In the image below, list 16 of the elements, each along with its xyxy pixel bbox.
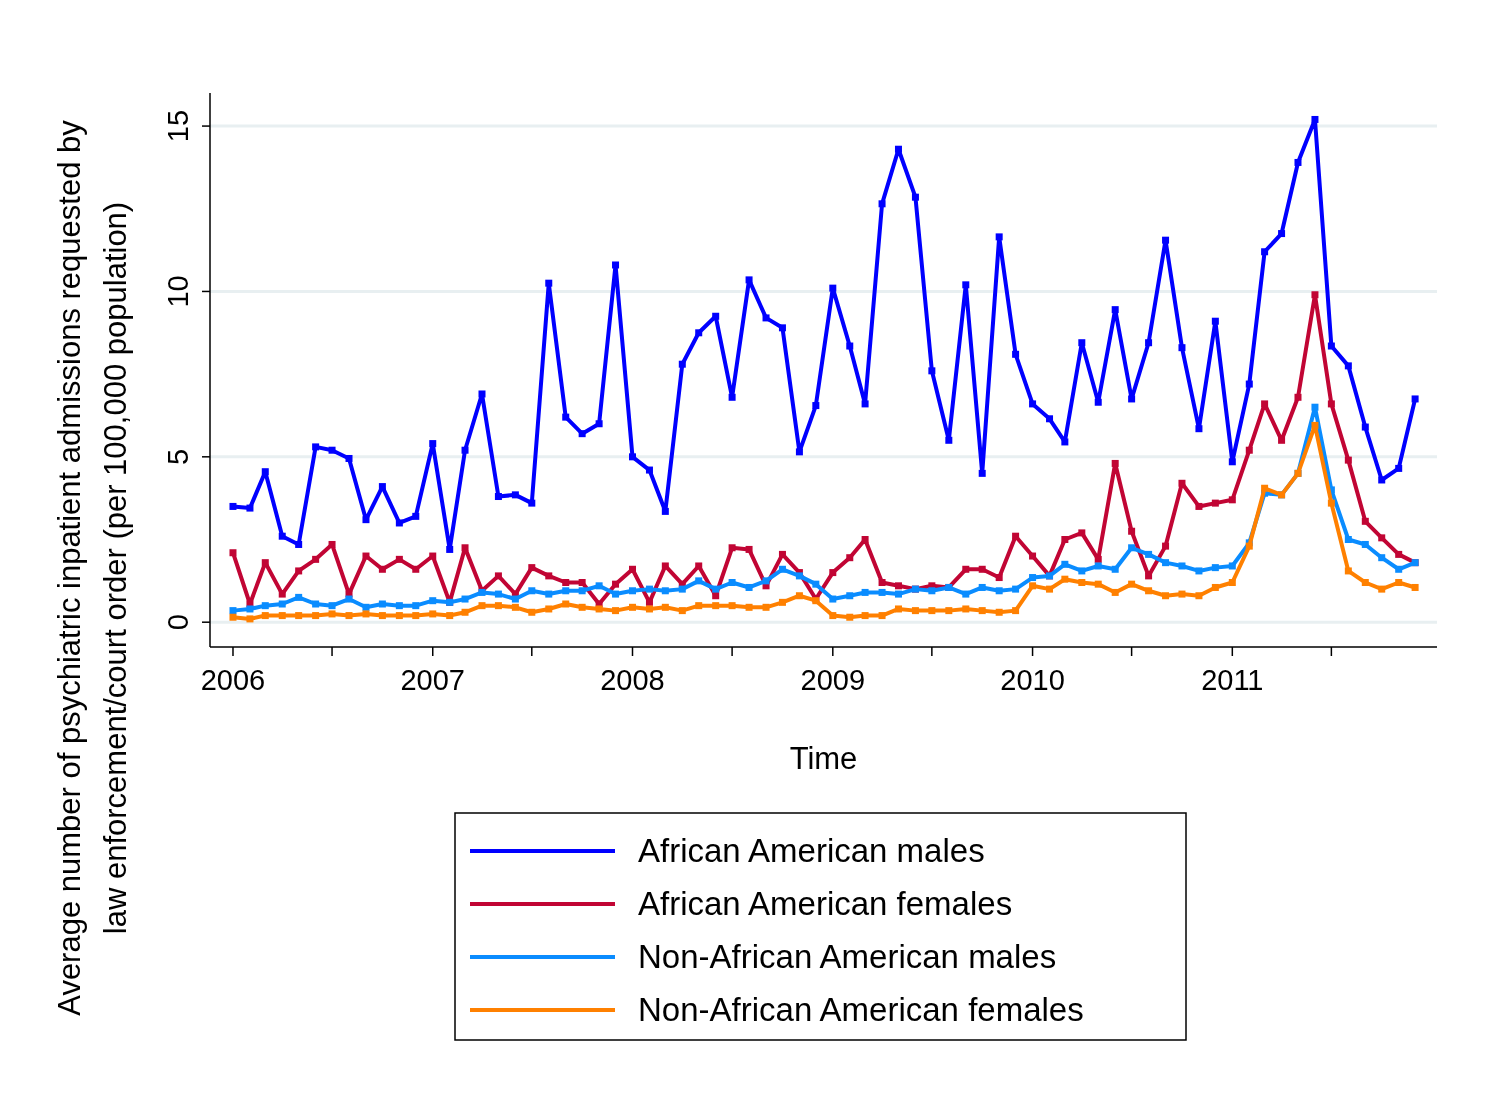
y-tick-label: 15: [162, 109, 194, 143]
legend-label: African American females: [638, 885, 1013, 922]
y-axis-title: Average number of psychiatric inpatient admissions requested by law enforcement/court order (per 100,000 population): [52, 119, 133, 1016]
y-tick-label: 10: [162, 275, 194, 308]
legend-label: Non-African American males: [638, 938, 1057, 975]
x-tick-label: 2008: [600, 664, 665, 696]
x-tick-label: 2007: [400, 664, 465, 696]
legend-label: African American males: [638, 832, 985, 869]
y-tick-label: 0: [162, 614, 194, 631]
y-tick-label: 5: [162, 448, 194, 465]
x-tick-label: 2010: [1000, 664, 1065, 696]
legend-label: Non-African American females: [638, 991, 1084, 1028]
x-tick-label: 2011: [1201, 664, 1264, 696]
x-tick-label: 2009: [800, 664, 866, 696]
x-axis-title: Time: [789, 741, 858, 776]
x-tick-label: 2006: [200, 664, 266, 696]
